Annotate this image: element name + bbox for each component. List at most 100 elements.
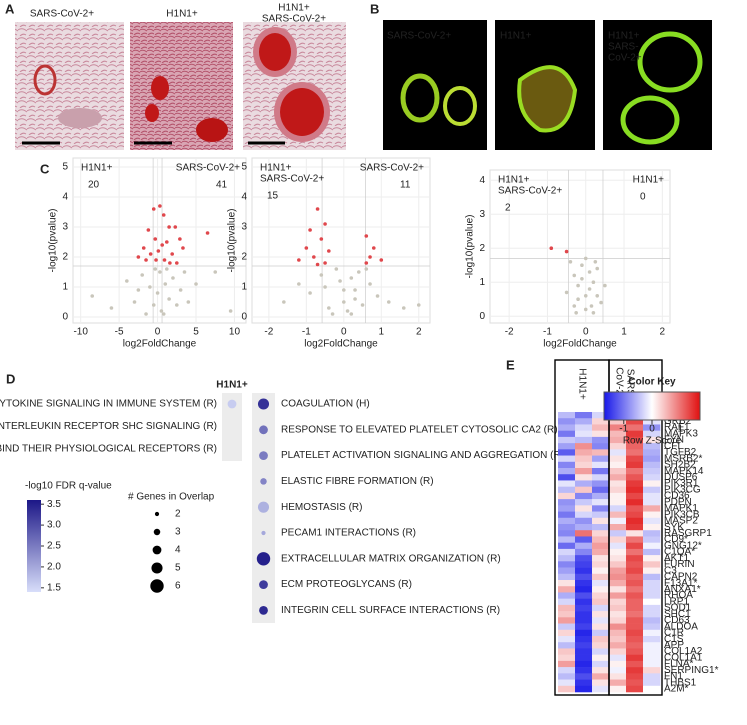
y-tick-label: 4: [241, 192, 247, 203]
point: [549, 246, 554, 250]
heat-cell: [626, 636, 644, 643]
point: [327, 306, 331, 310]
point: [587, 270, 592, 274]
heat-cell: [626, 461, 644, 469]
heat-cell: [609, 436, 627, 444]
key-label: Row Z-Score: [623, 436, 682, 447]
point: [379, 258, 384, 262]
heat-cell: [626, 660, 644, 668]
heat-cell: [643, 424, 661, 431]
gene-label: CAPN2: [664, 572, 698, 583]
heat-cell: [609, 567, 627, 575]
heat-cell: [643, 580, 661, 587]
point: [368, 255, 372, 259]
heat-cell: [575, 542, 593, 550]
point: [154, 258, 158, 262]
point: [583, 294, 588, 298]
point: [194, 282, 198, 286]
heat-cell: [643, 436, 661, 444]
group-box: [608, 359, 663, 696]
heat-cell: [558, 449, 576, 456]
heat-cell: [558, 598, 576, 606]
x-tick-label: 10: [229, 327, 241, 338]
heat-cell: [626, 486, 644, 494]
group-label: SARS-CoV-2+: [176, 163, 240, 174]
y-tick-label: 0: [479, 311, 485, 322]
heat-cell: [575, 517, 593, 525]
heat-cell: [643, 548, 661, 556]
heat-cell: [609, 611, 627, 618]
heat-cell: [626, 524, 644, 531]
x-tick-label: 1: [379, 327, 385, 338]
group-label: H1N1+: [81, 163, 113, 174]
heat-cell: [592, 480, 610, 487]
gene-label: GNG12*: [664, 540, 702, 551]
legend-tick: 1.5: [47, 582, 61, 593]
gene-label: MAPK1: [664, 503, 698, 514]
heat-cell: [626, 517, 644, 525]
heat-cell: [643, 667, 661, 674]
point: [173, 225, 178, 229]
heat-cell: [575, 623, 593, 631]
y-tick-label: 0: [241, 312, 247, 323]
heat-cell: [558, 530, 576, 537]
heat-cell: [575, 567, 593, 575]
heat-cell: [643, 604, 661, 612]
gene-label: MASP2: [664, 516, 698, 527]
point: [349, 276, 354, 280]
heat-cell: [609, 642, 627, 649]
heat-cell: [643, 511, 661, 519]
panel-letter: E: [506, 357, 515, 372]
heat-cell: [558, 548, 576, 556]
point: [136, 288, 141, 292]
gene-label: SYK: [664, 522, 684, 533]
heat-cell: [592, 524, 610, 531]
heat-cell: [558, 474, 576, 481]
heat-cell: [592, 598, 610, 606]
heat-cell: [626, 424, 644, 431]
panel-letter: B: [370, 1, 379, 16]
point: [178, 288, 183, 292]
heat-cell: [626, 617, 644, 624]
heat-cell: [575, 592, 593, 599]
x-tick-label: 0: [341, 327, 347, 338]
heat-cell: [609, 660, 627, 668]
column-bg: [222, 393, 242, 461]
heat-cell: [592, 654, 610, 662]
heat-cell: [575, 679, 593, 687]
point: [583, 256, 588, 261]
x-tick-label: 0: [583, 327, 589, 338]
heat-cell: [592, 486, 610, 494]
point: [357, 270, 361, 274]
image-label: H1N1+: [166, 9, 198, 20]
x-tick-label: -2: [264, 327, 273, 338]
point: [360, 303, 365, 307]
legend-tick: 5: [175, 563, 181, 574]
point: [165, 267, 169, 271]
heat-cell: [575, 412, 593, 419]
legend-tick: 6: [175, 581, 181, 592]
heat-cell: [558, 511, 576, 519]
y-tick-label: 3: [62, 222, 68, 233]
gene-label: SHC1: [664, 609, 691, 620]
point: [319, 273, 324, 277]
key-bar: [603, 391, 701, 421]
heat-cell: [609, 474, 627, 481]
heat-cell: [592, 418, 610, 425]
heat-cell: [592, 660, 610, 668]
gene-label: PDPN: [664, 497, 692, 508]
size-key: [154, 511, 160, 517]
x-tick-label: 5: [193, 327, 199, 338]
group-label: CoV-2+: [613, 367, 624, 401]
point: [297, 258, 301, 262]
heat-cell: [643, 492, 661, 500]
heat-cell: [609, 629, 627, 637]
heat-cell: [643, 636, 661, 643]
point: [297, 282, 301, 286]
gene-label: C3: [664, 565, 677, 576]
heat-cell: [626, 586, 644, 593]
heat-cell: [592, 542, 610, 550]
point: [141, 246, 146, 250]
legend-tick: 2.5: [47, 541, 61, 552]
